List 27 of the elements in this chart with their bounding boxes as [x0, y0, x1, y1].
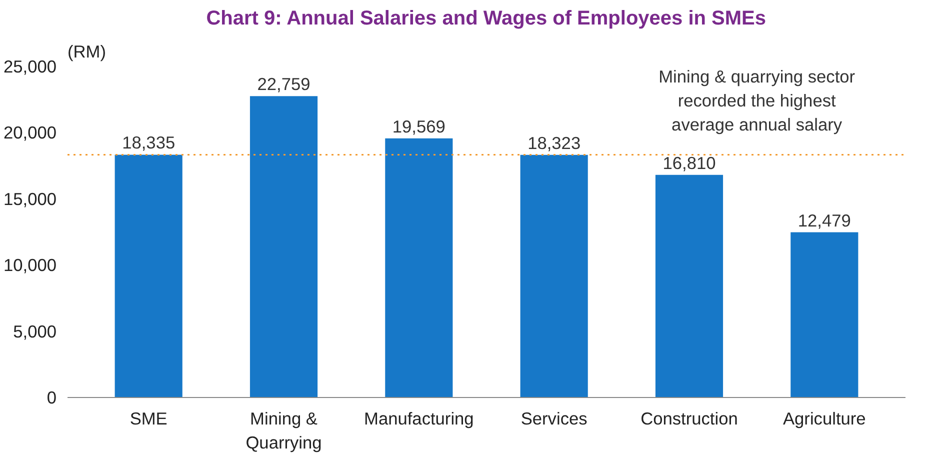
y-axis-title: (RM): [68, 42, 106, 62]
data-label: 18,323: [528, 132, 581, 153]
x-tick-label: Agriculture: [782, 408, 866, 428]
x-tick-label: Manufacturing: [364, 408, 474, 428]
x-tick-label: Mining & Quarrying: [246, 408, 322, 452]
bar: [790, 232, 858, 398]
y-tick-label: 5,000: [13, 321, 57, 342]
bar: [520, 154, 588, 398]
bar: [114, 154, 182, 398]
y-tick-label: 25,000: [4, 56, 56, 76]
y-tick-label: 0: [46, 388, 57, 408]
data-label: 16,810: [662, 152, 716, 173]
annotation: Mining & quarrying sector recorded the highest average annual salary: [658, 66, 856, 134]
x-tick-label: Services: [520, 408, 588, 428]
bar: [655, 174, 724, 398]
chart-title: Chart 9: Annual Salaries and Wages of Employees in SMEs: [206, 8, 766, 30]
data-label: 18,335: [122, 132, 176, 153]
data-label: 12,479: [798, 210, 851, 230]
bar: [250, 96, 318, 398]
y-tick-label: 10,000: [4, 255, 56, 276]
x-tick-label: SME: [130, 408, 168, 428]
y-tick-label: 15,000: [4, 188, 56, 209]
y-tick-label: 20,000: [4, 122, 56, 143]
x-tick-label: Construction: [640, 408, 738, 428]
bar: [385, 138, 453, 398]
data-label: 22,759: [257, 74, 310, 94]
data-label: 19,569: [392, 116, 446, 136]
